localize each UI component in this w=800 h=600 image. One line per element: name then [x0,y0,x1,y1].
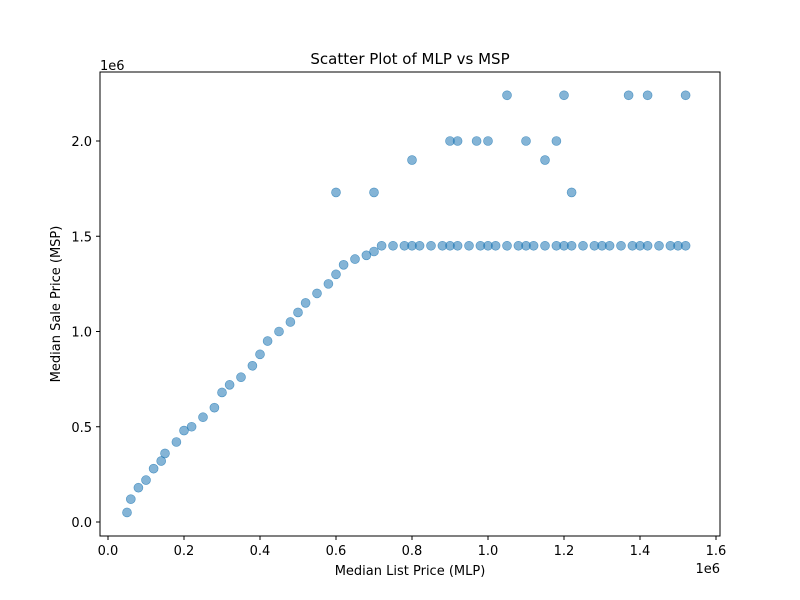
scatter-point [361,250,372,261]
plot-frame [99,71,721,537]
scatter-point [521,136,531,146]
x-axis-label: Median List Price (MLP) [335,564,486,579]
scatter-point [376,240,387,251]
scatter-point [122,507,132,518]
scatter-point [604,240,615,251]
scatter-point [126,494,136,504]
scatter-point [198,412,208,423]
scatter-point [285,317,296,327]
scatter-point [452,240,463,251]
scatter-point [414,240,425,251]
scatter-point [483,136,493,146]
scatter-point [502,90,512,101]
scatter-point [528,240,539,251]
scatter-point [490,240,501,251]
scatter-point [217,387,227,398]
y-tick-label: 1.5 [71,230,92,245]
y-tick-label: 2.0 [71,135,92,150]
scatter-point [141,475,151,485]
scatter-point [540,240,550,251]
scatter-point [171,437,182,447]
scatter-point [369,187,379,198]
scatter-point [236,372,246,383]
scatter-point [209,402,220,413]
scatter-point [502,240,512,251]
x-tick-label: 0.2 [174,544,195,559]
y-tick-label: 0.5 [71,421,92,436]
scatter-point [566,240,577,251]
scatter-point [224,380,235,390]
x-tick-label: 0.6 [326,544,347,559]
scatter-point [350,254,360,264]
scatter-point [578,240,588,251]
scatter-point [148,463,159,474]
scatter-point [156,456,166,466]
scatter-point [262,336,273,346]
scatter-point [559,90,569,101]
scatter-point [186,421,197,432]
x-axis-offset-label: 1e6 [695,562,720,577]
scatter-point [551,136,562,146]
y-axis-offset-label: 1e6 [100,59,125,74]
scatter-point [426,240,436,251]
scatter-point [160,448,170,459]
x-tick-label: 1.6 [706,544,727,559]
scatter-point [471,136,482,146]
scatter-point [300,298,311,308]
scatter-point [464,240,474,251]
marks-layer [122,90,691,518]
scatter-point [623,90,634,101]
x-tick-label: 0.8 [402,544,423,559]
y-tick-label: 1.0 [71,326,92,341]
scatter-point [642,240,653,251]
scatter-point [369,246,379,257]
scatter-point [247,360,258,371]
x-tick-label: 1.2 [554,544,575,559]
scatter-point [133,482,144,493]
scatter-point [323,279,334,289]
scatter-point [616,240,626,251]
scatter-point [274,326,284,337]
scatter-point [293,307,303,318]
scatter-point [680,90,691,101]
scatter-point [338,260,349,270]
scatter-point [642,90,653,101]
scatter-point [407,155,417,165]
scatter-point [388,240,398,251]
x-tick-label: 0.0 [98,544,119,559]
scatter-point [540,155,550,165]
x-tick-label: 1.4 [630,544,651,559]
scatter-point [331,187,341,198]
scatter-point [331,269,341,280]
scatter-point [654,240,664,251]
x-tick-label: 0.4 [250,544,271,559]
y-axis-label: Median Sale Price (MSP) [49,226,64,383]
x-tick-label: 1.0 [478,544,499,559]
scatter-point [179,425,189,436]
scatter-point [445,136,455,146]
scatter-point [312,288,322,299]
scatter-point [680,240,691,251]
axes-layer: 0.0 0.2 0.4 0.6 0.8 1.0 1.2 1.4 1.6 0.0 0.5 1.0 1.5 2… [71,71,727,559]
scatter-point [566,187,577,198]
chart-title: Scatter Plot of MLP vs MSP [310,50,509,68]
scatter-point [255,349,265,360]
y-tick-label: 0.0 [71,516,92,531]
